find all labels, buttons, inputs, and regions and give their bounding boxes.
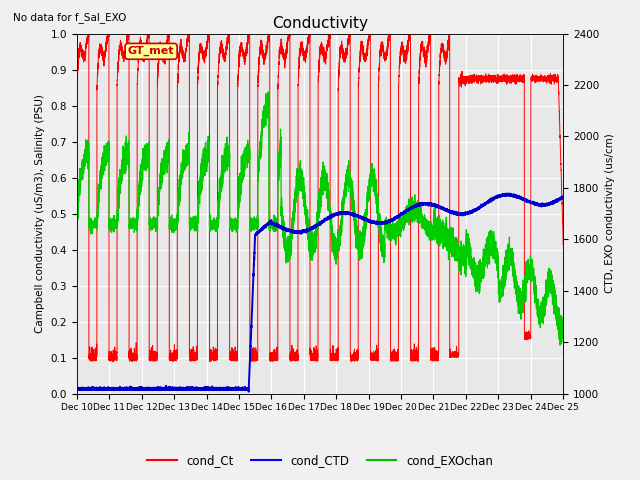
Text: No data for f_Sal_EXO: No data for f_Sal_EXO [13,12,126,23]
Text: GT_met: GT_met [128,46,174,57]
Y-axis label: Campbell conductivity (uS/m3), Salinity (PSU): Campbell conductivity (uS/m3), Salinity … [35,94,45,333]
Y-axis label: CTD, EXO conductivity (us/cm): CTD, EXO conductivity (us/cm) [605,134,615,293]
Legend: cond_Ct, cond_CTD, cond_EXOchan: cond_Ct, cond_CTD, cond_EXOchan [143,449,497,472]
Title: Conductivity: Conductivity [272,16,368,31]
